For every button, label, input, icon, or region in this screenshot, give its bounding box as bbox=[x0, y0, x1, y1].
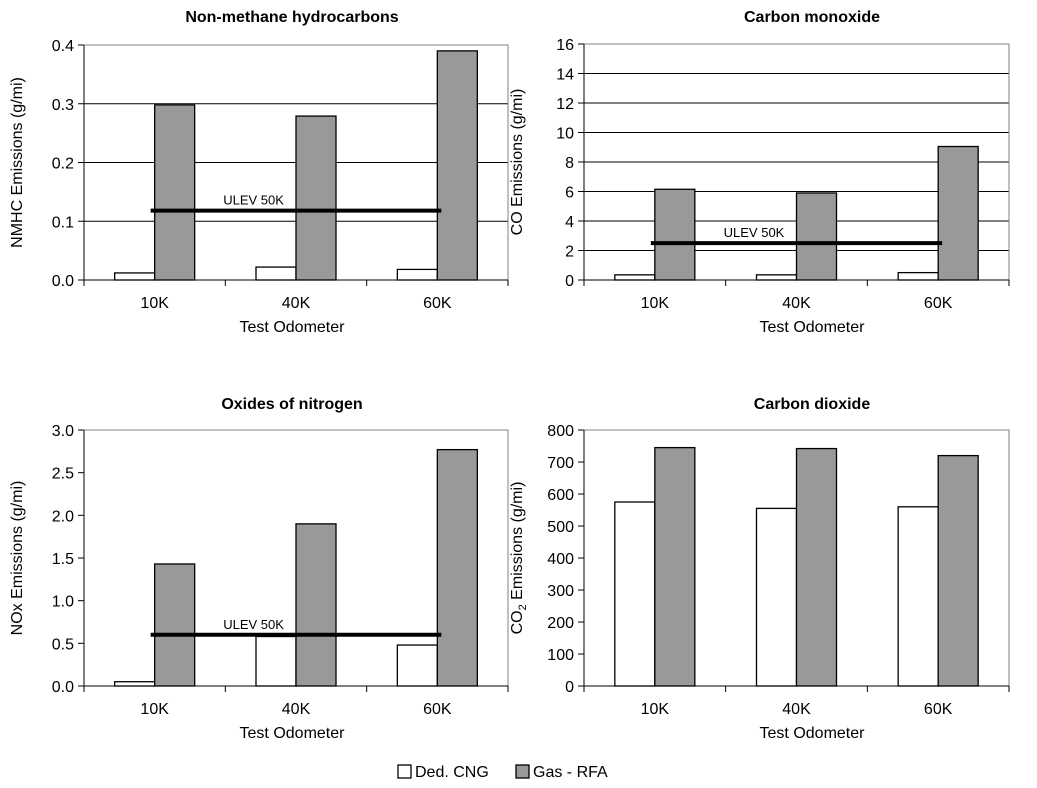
y-tick-label: 0.4 bbox=[52, 38, 74, 55]
bar-ded-cng-40k bbox=[755, 507, 798, 687]
y-tick-label: 1.5 bbox=[52, 551, 74, 568]
chart-panel-4: Carbon dioxide 0 100 200 300 400 500 600 700 800 1… bbox=[509, 396, 1010, 742]
bar-ded-cng-10k bbox=[614, 501, 656, 687]
x-axis-label: Test Odometer bbox=[240, 319, 346, 336]
y-tick-label: 16 bbox=[556, 37, 574, 54]
x-tick-label: 60K bbox=[423, 295, 452, 312]
x-axis-label: Test Odometer bbox=[760, 319, 866, 336]
ulev-reference-label: ULEV 50K bbox=[223, 193, 284, 208]
y-tick-label: 700 bbox=[547, 455, 574, 472]
y-tick-label: 2 bbox=[565, 244, 574, 261]
y-axis-label: NOx Emissions (g/mi) bbox=[9, 481, 26, 636]
bar-ded-cng-40k bbox=[755, 274, 798, 281]
ulev-reference-label: ULEV 50K bbox=[223, 617, 284, 632]
y-tick-label: 0 bbox=[565, 273, 574, 290]
chart-title: Non-methane hydrocarbons bbox=[185, 9, 398, 26]
bar-ded-cng-40k bbox=[255, 635, 297, 687]
y-tick-label: 200 bbox=[547, 615, 574, 632]
x-tick-label: 10K bbox=[140, 701, 169, 718]
x-tick-label: 10K bbox=[140, 295, 169, 312]
chart-title: Oxides of nitrogen bbox=[221, 396, 362, 413]
legend-label: Ded. CNG bbox=[415, 764, 489, 781]
y-tick-label: 500 bbox=[547, 519, 574, 536]
y-tick-label: 600 bbox=[547, 487, 574, 504]
y-tick-label: 12 bbox=[556, 96, 574, 113]
y-tick-label: 800 bbox=[547, 423, 574, 440]
bar-ded-cng-40k bbox=[255, 266, 297, 281]
y-axis-label: CO Emissions (g/mi) bbox=[509, 89, 526, 236]
bar-ded-cng-60k bbox=[897, 506, 939, 687]
y-tick-label: 4 bbox=[565, 214, 574, 231]
y-tick-label: 100 bbox=[547, 647, 574, 664]
bar-gas-rfa-10k bbox=[154, 563, 196, 687]
bar-gas-rfa-40k bbox=[295, 523, 337, 687]
legend-swatch-ded-cng bbox=[397, 764, 412, 779]
x-axis-label: Test Odometer bbox=[760, 725, 866, 742]
bar-ded-cng-60k bbox=[396, 268, 438, 281]
bar-ded-cng-10k bbox=[614, 274, 656, 281]
chart-panel-1: Non-methane hydrocarbons 0.0 0.1 0.2 0.3 0.4 1… bbox=[9, 9, 509, 336]
bar-gas-rfa-60k bbox=[937, 454, 979, 687]
legend: Ded. CNG Gas - RFA bbox=[397, 764, 608, 781]
bar-gas-rfa-10k bbox=[154, 104, 196, 281]
y-tick-label: 0.5 bbox=[52, 636, 74, 653]
y-tick-label: 0 bbox=[565, 679, 574, 696]
x-tick-label: 40K bbox=[782, 295, 811, 312]
x-tick-label: 60K bbox=[924, 295, 953, 312]
bar-gas-rfa-40k bbox=[795, 192, 838, 281]
x-tick-label: 60K bbox=[423, 701, 452, 718]
y-tick-label: 0.2 bbox=[52, 156, 74, 173]
x-axis-label: Test Odometer bbox=[240, 725, 346, 742]
legend-label: Gas - RFA bbox=[533, 764, 608, 781]
chart-title: Carbon dioxide bbox=[754, 396, 871, 413]
x-tick-label: 10K bbox=[641, 701, 670, 718]
y-axis-label: NMHC Emissions (g/mi) bbox=[9, 77, 26, 248]
y-axis-label: CO2 Emissions (g/mi) bbox=[509, 482, 529, 635]
y-tick-label: 6 bbox=[565, 185, 574, 202]
bar-ded-cng-10k bbox=[114, 681, 156, 687]
y-tick-label: 10 bbox=[556, 126, 574, 143]
bar-gas-rfa-60k bbox=[937, 145, 979, 281]
y-tick-label: 0.0 bbox=[52, 679, 74, 696]
y-tick-label: 300 bbox=[547, 583, 574, 600]
legend-swatch-gas-rfa bbox=[515, 764, 530, 779]
x-tick-label: 40K bbox=[782, 701, 811, 718]
bar-ded-cng-60k bbox=[396, 644, 438, 687]
y-tick-label: 3.0 bbox=[52, 423, 74, 440]
y-tick-label: 400 bbox=[547, 551, 574, 568]
chart-panel-2: Carbon monoxide 0 2 4 6 8 10 12 14 16 10K 40K 60K ULE… bbox=[509, 9, 1010, 336]
y-tick-label: 0.0 bbox=[52, 273, 74, 290]
x-tick-label: 40K bbox=[282, 701, 311, 718]
chart-panel-3: Oxides of nitrogen 0.0 0.5 1.0 1.5 2.0 2.5 3.0 1… bbox=[9, 396, 509, 742]
bar-gas-rfa-60k bbox=[436, 50, 478, 281]
y-tick-label: 1.0 bbox=[52, 594, 74, 611]
y-tick-label: 8 bbox=[565, 155, 574, 172]
bar-gas-rfa-40k bbox=[795, 447, 838, 687]
y-tick-label: 2.0 bbox=[52, 508, 74, 525]
bar-gas-rfa-10k bbox=[654, 446, 696, 687]
x-tick-label: 10K bbox=[641, 295, 670, 312]
bar-gas-rfa-10k bbox=[654, 188, 696, 281]
y-tick-label: 0.3 bbox=[52, 97, 74, 114]
x-tick-label: 60K bbox=[924, 701, 953, 718]
y-tick-label: 14 bbox=[556, 67, 574, 84]
x-tick-label: 40K bbox=[282, 295, 311, 312]
ulev-reference-label: ULEV 50K bbox=[724, 225, 785, 240]
y-tick-label: 2.5 bbox=[52, 466, 74, 483]
bar-ded-cng-60k bbox=[897, 271, 939, 281]
bar-gas-rfa-40k bbox=[295, 115, 337, 281]
bar-gas-rfa-60k bbox=[436, 448, 478, 687]
bar-ded-cng-10k bbox=[114, 272, 156, 281]
chart-title: Carbon monoxide bbox=[744, 9, 880, 26]
y-tick-label: 0.1 bbox=[52, 214, 74, 231]
